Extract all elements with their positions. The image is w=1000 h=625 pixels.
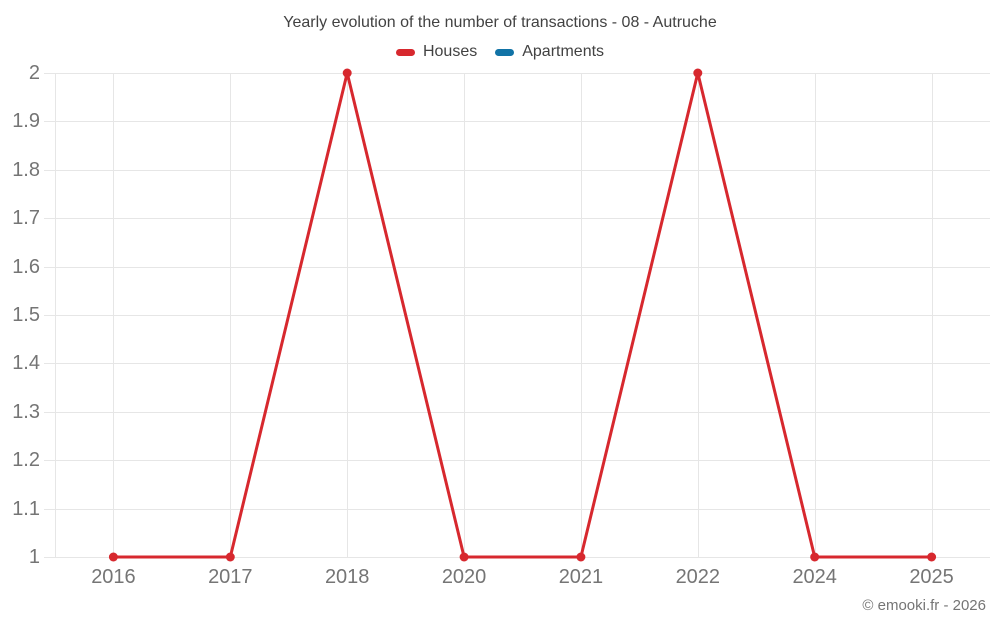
- legend-item-houses[interactable]: Houses: [395, 43, 478, 61]
- legend-label: Houses: [422, 43, 478, 60]
- y-axis-label: 1.8: [12, 158, 40, 181]
- houses-line: [111, 71, 934, 559]
- chart-title: Yearly evolution of the number of transa…: [283, 14, 717, 31]
- houses-point-2021[interactable]: [576, 552, 586, 562]
- x-axis-label: 2021: [558, 566, 604, 588]
- houses-point-2017[interactable]: [225, 552, 235, 562]
- legend-swatch-houses: [395, 48, 415, 56]
- x-axis-label: 2025: [909, 566, 954, 588]
- y-axis-label: 1.9: [12, 110, 40, 133]
- y-axis-label: 1.5: [12, 304, 40, 326]
- x-axis-label: 2020: [441, 566, 487, 588]
- houses-point-2018[interactable]: [342, 68, 352, 78]
- y-axis-label: 1.6: [12, 255, 40, 278]
- legend-label: Apartments: [522, 43, 605, 60]
- houses-point-2022[interactable]: [693, 68, 703, 78]
- x-axis-label: 2016: [91, 566, 136, 588]
- houses-point-2020[interactable]: [459, 552, 469, 562]
- legend-item-apartments[interactable]: Apartments: [495, 43, 604, 61]
- houses-point-2024[interactable]: [810, 552, 820, 562]
- y-axis-label: 2: [28, 62, 40, 84]
- y-axis-label: 1.3: [12, 400, 40, 423]
- credit: © emooki.fr - 2026: [862, 597, 986, 614]
- x-axis-label: 2017: [208, 566, 253, 588]
- legend: Houses Apartments: [0, 43, 1000, 61]
- y-axis-label: 1.1: [12, 497, 40, 520]
- legend-swatch-apartments: [495, 48, 515, 56]
- y-axis-label: 1.4: [12, 352, 40, 375]
- x-axis-label: 2022: [675, 566, 721, 588]
- y-axis-label: 1.2: [12, 449, 40, 472]
- y-axis-label: 1.7: [12, 207, 40, 230]
- x-axis-label: 2018: [324, 566, 370, 588]
- houses-point-2025[interactable]: [927, 552, 937, 562]
- x-axis-label: 2024: [792, 566, 837, 588]
- houses-point-2016[interactable]: [108, 552, 118, 562]
- y-axis-label: 1: [28, 546, 40, 568]
